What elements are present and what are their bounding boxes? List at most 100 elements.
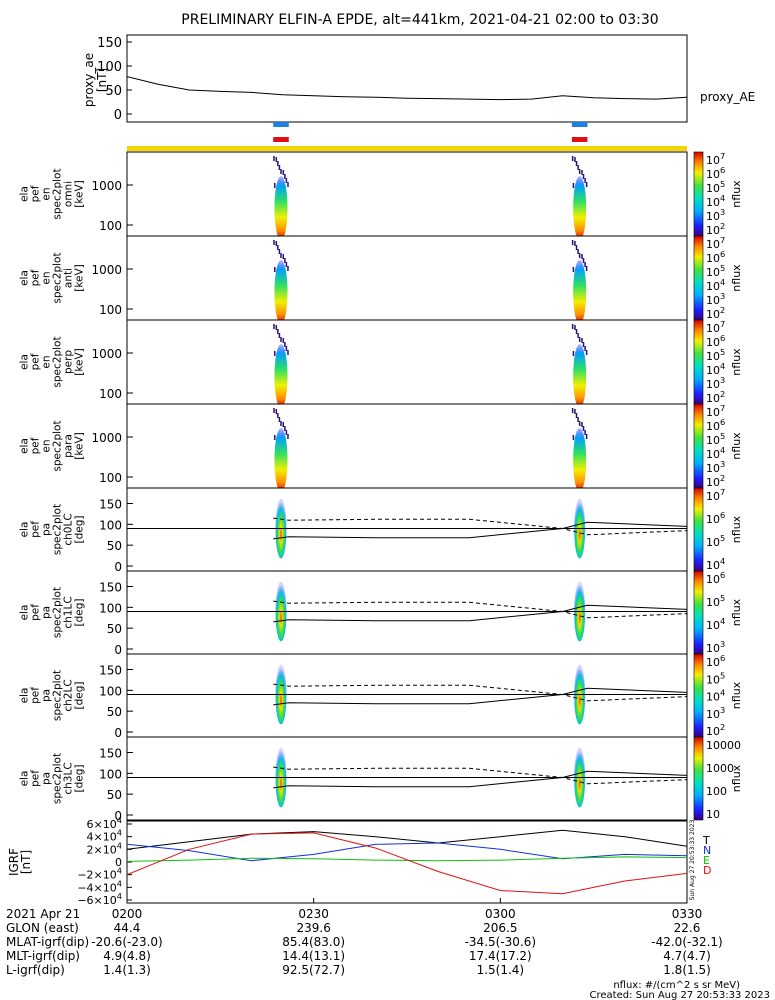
pitch-ytick-label: 150 bbox=[99, 664, 122, 678]
spectrogram-noise bbox=[585, 434, 588, 439]
panel-ylabel: ela pef en spec2plot anti [keV] bbox=[19, 252, 86, 303]
pitch-ytick-label: 0 bbox=[114, 726, 122, 740]
colorbar-tick-label: 102 bbox=[706, 722, 725, 738]
colorbar-tick-label: 104 bbox=[706, 556, 725, 572]
pitch-ytick-label: 100 bbox=[99, 518, 122, 532]
panel-ylabel-line: en bbox=[41, 439, 53, 452]
spectrogram-noise bbox=[282, 422, 285, 427]
panel-ylabel-line: ela bbox=[19, 186, 31, 202]
spectrogram-noise bbox=[274, 183, 276, 188]
colorbar-tick-label: 105 bbox=[706, 347, 725, 363]
spectrogram-noise bbox=[571, 156, 574, 161]
xaxis-row-value: 0230 bbox=[298, 907, 329, 921]
panel-ylabel-line: [keV] bbox=[74, 432, 86, 460]
spectrogram-noise bbox=[285, 430, 288, 435]
panel-ylabel-line: pef bbox=[30, 353, 42, 370]
spectrogram-noise bbox=[575, 329, 578, 334]
colorbar bbox=[693, 151, 704, 237]
panel-ylabel-line: ela bbox=[19, 522, 31, 538]
panel-ylabel-line: ela bbox=[19, 771, 31, 787]
xaxis-row-label: MLT-igrf(dip) bbox=[6, 949, 80, 963]
panel-ylabel-line: anti bbox=[63, 268, 75, 288]
spectrogram-noise bbox=[577, 333, 579, 338]
colorbar-label: nflux bbox=[730, 681, 743, 709]
spectrogram-noise bbox=[581, 422, 583, 427]
panel-ylabel-line: spec2plot bbox=[52, 504, 64, 555]
colorbar-tick-label: 104 bbox=[706, 445, 725, 461]
spectrogram-noise bbox=[285, 346, 288, 351]
igrf-series-E bbox=[126, 856, 688, 862]
spectrogram-noise bbox=[574, 325, 576, 330]
panel-ylabel-line: pef bbox=[30, 185, 42, 202]
proxy-ytick-label: 100 bbox=[97, 60, 122, 75]
loss-cone-line bbox=[273, 521, 688, 540]
proxy-ylabel-line: proxy_ae bbox=[82, 53, 96, 107]
colorbar bbox=[693, 653, 704, 738]
zone-bar-blue bbox=[571, 122, 588, 127]
colorbar-tick-label: 100 bbox=[706, 785, 727, 798]
panel-ylabel: ela pef pa spec2plot ch0LC [deg] bbox=[19, 504, 86, 555]
xaxis-row-value: 14.4(13.1) bbox=[282, 949, 345, 963]
panel-ylabel-line: [deg] bbox=[74, 516, 86, 544]
spectrogram-blob bbox=[274, 344, 288, 408]
spectrogram-noise bbox=[577, 165, 579, 170]
pitch-frame bbox=[126, 487, 688, 572]
colorbar-tick-label: 106 bbox=[706, 653, 725, 669]
pitch-ytick-label: 0 bbox=[114, 560, 122, 574]
proxy-ae-line bbox=[126, 76, 688, 101]
xaxis-row-value: 92.5(72.7) bbox=[282, 963, 345, 977]
spectrogram-noise bbox=[585, 266, 588, 271]
spectrogram-ytick-label: 1000 bbox=[91, 347, 122, 361]
igrf-ylabel-line: [nT] bbox=[19, 850, 33, 874]
spectrogram-frame bbox=[126, 319, 688, 405]
xaxis-row-value: 1.8(1.5) bbox=[663, 963, 711, 977]
spectrogram-noise bbox=[584, 430, 586, 435]
igrf-ytick-label: 6×104 bbox=[87, 815, 122, 831]
anti-loss-cone-line bbox=[273, 766, 688, 785]
colorbar-label: nflux bbox=[730, 348, 743, 376]
colorbar-tick-label: 103 bbox=[706, 207, 725, 223]
colorbar-tick-label: 104 bbox=[706, 688, 725, 704]
colorbar-tick-label: 107 bbox=[706, 151, 725, 167]
pitch-ytick-label: 50 bbox=[107, 539, 122, 553]
panel-ylabel: ela pef en spec2plot para [keV] bbox=[19, 420, 86, 471]
xaxis-row-value: 206.5 bbox=[483, 921, 517, 935]
spectrogram-noise bbox=[278, 417, 281, 422]
panel-ylabel-line: pa bbox=[41, 689, 53, 702]
panel-ylabel-line: spec2plot bbox=[52, 587, 64, 638]
panel-ylabel-line: pef bbox=[30, 437, 42, 454]
spectrogram-noise bbox=[574, 241, 576, 246]
colorbar-tick-label: 102 bbox=[706, 221, 725, 237]
colorbar-tick-label: 106 bbox=[706, 510, 725, 526]
spectrogram-noise bbox=[277, 413, 279, 418]
spectrogram-noise bbox=[585, 350, 588, 355]
colorbar-tick-label: 104 bbox=[706, 277, 725, 293]
anti-loss-cone-line bbox=[273, 517, 688, 536]
igrf-side-note-text: Sun Aug 27 20:53:33 2023 bbox=[689, 820, 696, 901]
panel-ylabel-line: ch1LC bbox=[63, 596, 75, 628]
panel-ylabel-line: perp bbox=[63, 350, 75, 374]
xaxis-row-value: 4.7(4.7) bbox=[663, 949, 711, 963]
panel-ylabel-line: pef bbox=[30, 269, 42, 286]
spectrogram-frame bbox=[126, 403, 688, 489]
spectrogram-noise bbox=[277, 329, 279, 334]
colorbar-tick-label: 105 bbox=[706, 670, 725, 686]
spectrogram-noise bbox=[584, 178, 586, 183]
igrf-legend-E: E bbox=[703, 854, 710, 867]
spectrogram-noise bbox=[282, 170, 285, 175]
spectrogram-noise bbox=[287, 182, 289, 187]
panel-ylabel-line: spec2plot bbox=[52, 670, 64, 721]
igrf-legend-T: T bbox=[702, 834, 710, 847]
spectrogram-noise bbox=[275, 409, 278, 414]
spectrogram-noise bbox=[273, 240, 275, 245]
spectrogram-noise bbox=[585, 182, 588, 187]
spectrogram-noise bbox=[280, 253, 282, 258]
colorbar-label: nflux bbox=[730, 598, 743, 626]
colorbar-tick-label: 103 bbox=[706, 291, 725, 307]
nflux-units-note: nflux: #/(cm^2 s sr MeV) bbox=[613, 980, 740, 991]
panel-ylabel-line: ela bbox=[19, 605, 31, 621]
proxy-frame bbox=[126, 34, 688, 123]
colorbar-tick-label: 1000 bbox=[706, 762, 734, 775]
